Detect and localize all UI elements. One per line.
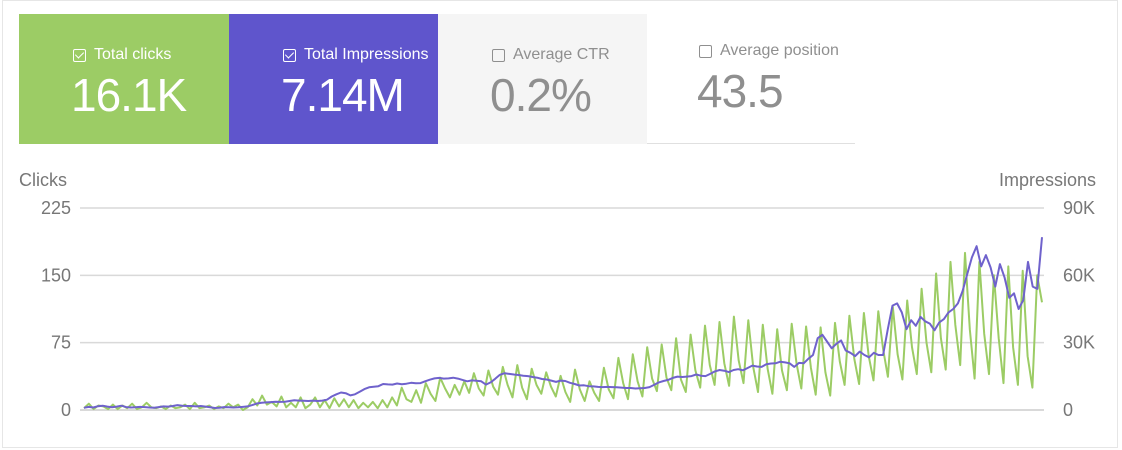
series-line-clicks [83, 251, 1043, 411]
right-tick-label: 90K [1063, 198, 1095, 218]
metric-card-average-ctr[interactable]: Average CTR 0.2% [438, 14, 647, 144]
metric-value: 16.1K [71, 69, 187, 121]
series-line-impressions [83, 237, 1043, 409]
metric-header: Average position [699, 42, 839, 60]
right-tick-label: 30K [1063, 333, 1095, 353]
left-tick-label: 75 [51, 333, 71, 353]
metric-header: Total clicks [73, 46, 171, 64]
right-tick-label: 0 [1063, 400, 1073, 420]
left-tick-label: 225 [41, 198, 71, 218]
metric-value: 43.5 [697, 65, 784, 117]
checkbox-unchecked-icon[interactable] [699, 44, 712, 58]
metric-cards: Total clicks 16.1K Total Impressions 7.1… [19, 14, 855, 144]
metric-value: 0.2% [490, 69, 592, 121]
metric-label: Total clicks [94, 46, 172, 63]
checkbox-checked-icon[interactable] [283, 48, 296, 62]
metric-header: Average CTR [492, 46, 610, 64]
metric-label: Average position [720, 42, 839, 59]
metric-card-average-position[interactable]: Average position 43.5 [647, 14, 855, 144]
checkbox-checked-icon[interactable] [73, 48, 86, 62]
left-tick-label: 150 [41, 265, 71, 285]
metric-value: 7.14M [281, 69, 405, 121]
left-axis-label: Clicks [19, 170, 67, 190]
metric-label: Total Impressions [304, 46, 429, 63]
metric-card-total-clicks[interactable]: Total clicks 16.1K [19, 14, 229, 144]
left-tick-label: 0 [61, 400, 71, 420]
checkbox-unchecked-icon[interactable] [492, 48, 505, 62]
metric-label: Average CTR [513, 46, 610, 63]
right-axis-label: Impressions [999, 170, 1096, 190]
metric-card-total-impressions[interactable]: Total Impressions 7.14M [229, 14, 438, 144]
metric-header: Total Impressions [283, 46, 429, 64]
right-tick-label: 60K [1063, 265, 1095, 285]
